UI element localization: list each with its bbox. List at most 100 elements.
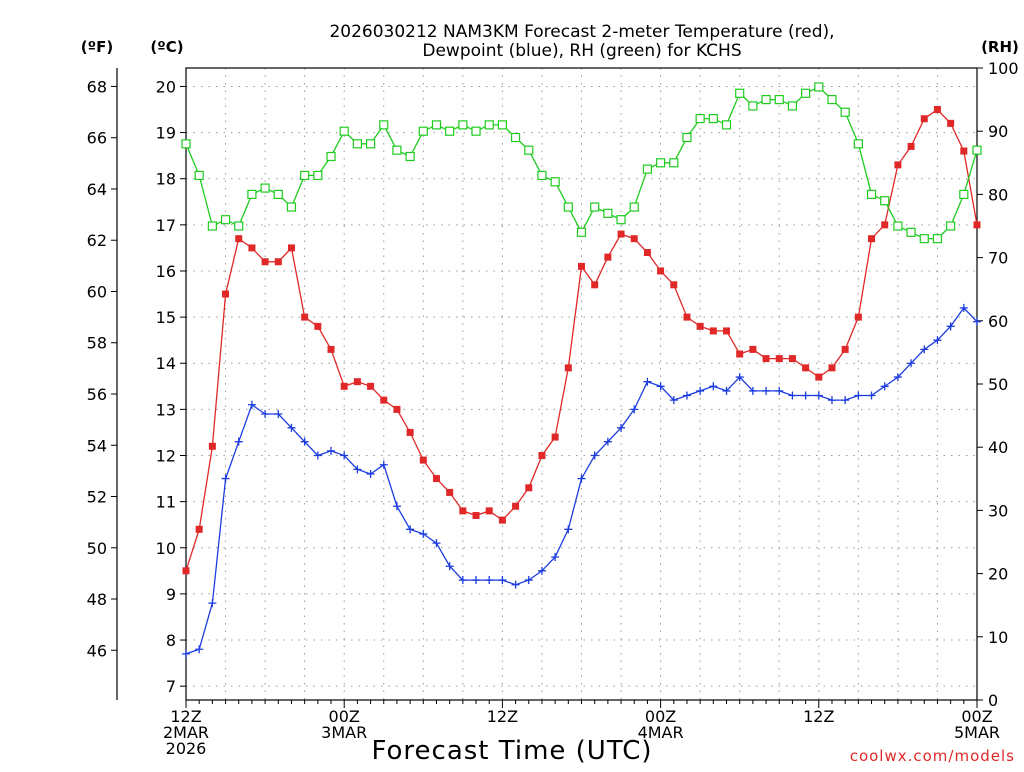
dewpoint-point [973,317,981,326]
dewpoint-point [313,451,322,460]
rh-point [576,227,587,237]
temperature-point [327,345,335,353]
dewpoint-point [524,576,533,585]
dewpoint-point [353,465,362,474]
rh-point [339,126,349,136]
rh-point [919,234,929,244]
temperature-point [802,364,810,372]
temperature-point [881,221,889,229]
dewpoint-point [617,423,626,432]
celsius-tick-label: 13 [156,400,176,419]
dewpoint-point [590,451,599,460]
dewpoint-point [854,391,863,400]
temperature-point [815,373,823,381]
x-tick-label: 5MAR [954,723,1000,742]
rh-point [735,88,745,98]
fahrenheit-tick-label: 60 [87,282,107,301]
dewpoint-point [643,377,652,386]
celsius-tick-label: 10 [156,539,176,558]
temperature-point [670,281,678,289]
dewpoint-point [603,437,612,446]
temperature-point [657,267,665,275]
dewpoint-point [182,649,190,658]
series-layer [181,82,982,658]
dewpoint-point [577,474,586,483]
rh-point [629,202,639,212]
x-tick-label: 12Z [170,707,201,726]
rh-point [326,151,336,162]
fahrenheit-tick-label: 56 [87,385,107,404]
celsius-tick-label: 12 [156,447,176,466]
rh-point [392,145,402,155]
temperature-point [235,235,243,243]
dewpoint-point [959,303,968,312]
fahrenheit-tick-label: 54 [87,436,107,455]
fahrenheit-tick-label: 66 [87,129,107,148]
temperature-point [933,106,941,114]
rh-point [642,164,653,174]
rh-point [748,101,758,111]
fahrenheit-tick-label: 48 [87,590,107,609]
rh-point [524,145,534,155]
rh-point [260,183,270,193]
rh-point [682,132,692,143]
dewpoint-point [327,446,336,455]
temperature-point [617,230,625,238]
dewpoint-point [300,437,309,446]
temperature-point [367,382,375,390]
temperature-point [393,405,401,413]
rh-point [946,221,956,231]
axes: 7 8 9 10 11 12 13 14 15 16 17 18 19 20 46 48 50 52 54 56 58 6… [87,59,1019,758]
rh-point [431,120,442,130]
fahrenheit-tick-label: 58 [87,334,107,353]
rh-point [761,94,771,105]
temperature-point [287,244,295,252]
temperature-point [828,364,836,372]
temperature-point [775,355,783,363]
temperature-point [182,567,190,575]
fahrenheit-tick-label: 52 [87,488,107,507]
rh-point [194,170,204,181]
rh-point [603,208,613,218]
dewpoint-point [537,566,546,575]
dewpoint-point [406,525,415,534]
x-tick-label: 00Z [645,707,676,726]
dewpoint-point [775,386,784,395]
rh-point [537,170,547,181]
dewpoint-point [920,345,929,354]
chart-title-line2: Dewpoint (blue), RH (green) for KCHS [422,41,741,61]
rh-point [418,126,428,136]
rh-point [787,101,798,111]
rh-point [840,107,850,117]
dewpoint-point [735,373,744,382]
rh-point [471,126,481,136]
dewpoint-point [195,645,204,654]
rh-point [853,139,863,149]
x-tick-label: 3MAR [321,723,367,742]
dewpoint-point [432,539,441,548]
rh-point [721,120,732,130]
rh-point [365,139,376,149]
rh-point [273,189,283,199]
dewpoint-point [788,391,797,400]
dewpoint-point [511,580,520,589]
rh-tick-label: 70 [988,249,1008,268]
dewpoint-point [247,400,256,409]
temperature-point [195,525,203,533]
rh-point [616,215,626,225]
temperature-point [749,345,757,353]
rh-point [774,94,784,105]
temperature-point [591,281,599,289]
rh-tick-label: 90 [988,122,1008,141]
temperature-point [314,322,322,330]
rh-point [827,94,837,105]
rh-point [458,120,468,130]
rh-point [814,82,824,92]
temperature-point [222,290,230,298]
celsius-tick-label: 11 [156,493,176,512]
rh-point [286,202,297,212]
dewpoint-point [274,409,283,418]
celsius-tick-label: 19 [156,124,176,143]
